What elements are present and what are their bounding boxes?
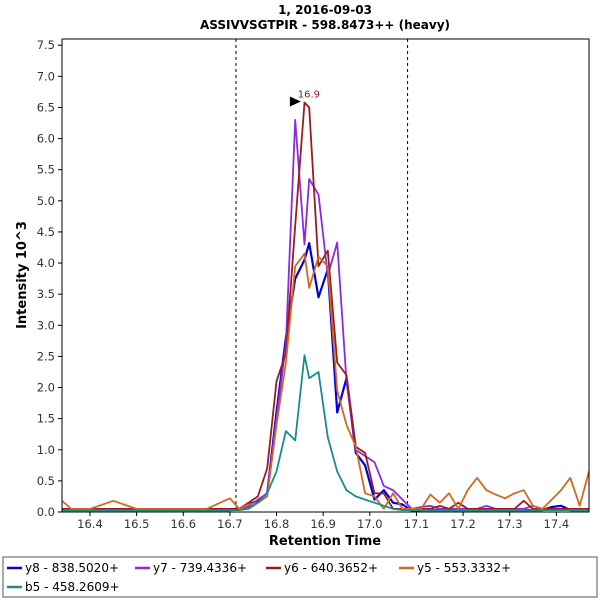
legend-box	[2, 556, 598, 598]
y-tick-label: 7.0	[37, 69, 55, 83]
x-tick-label: 17.0	[357, 517, 383, 531]
series-line-2	[62, 101, 589, 510]
y-axis-label: Intensity 10^3	[15, 221, 30, 329]
x-tick-label: 16.6	[170, 517, 196, 531]
plot-frame	[61, 38, 590, 513]
x-tick-label: 16.8	[264, 517, 290, 531]
y-tick-label: 6.5	[37, 100, 55, 114]
x-tick-label: 16.4	[77, 517, 103, 531]
y-tick-label: 5.0	[37, 194, 55, 208]
peak-annotation: 16.9	[289, 89, 320, 107]
legend-label: y7 - 739.4336+	[153, 561, 247, 575]
y-tick-label: 0.0	[37, 505, 55, 519]
y-tick-label: 3.0	[37, 318, 55, 332]
y-tick-label: 0.5	[37, 474, 55, 488]
y-tick-label: 4.0	[37, 256, 55, 270]
y-tick-label: 6.0	[37, 132, 55, 146]
x-tick-label: 16.9	[310, 517, 336, 531]
x-axis-ticks: 16.4 16.5 16.6 16.7 16.8 16.9 17.0 17.1 17.2 17.3…	[77, 512, 569, 531]
x-axis-label: Retention Time	[269, 534, 381, 549]
y-tick-label: 2.5	[37, 349, 55, 363]
legend-label: y6 - 640.3652+	[284, 561, 378, 575]
legend-label: y5 - 553.3332+	[417, 561, 511, 575]
peak-marker-icon	[289, 96, 301, 107]
chart-subtitle: ASSIVVSGTPIR - 598.8473++ (heavy)	[200, 18, 450, 32]
x-tick-label: 17.1	[404, 517, 430, 531]
y-tick-label: 4.5	[37, 225, 55, 239]
legend: y8 - 838.5020+ y7 - 739.4336+ y6 - 640.365…	[7, 561, 511, 594]
y-tick-label: 5.5	[37, 163, 55, 177]
x-tick-label: 17.4	[544, 517, 570, 531]
chart-title: 1, 2016-09-03	[278, 3, 372, 17]
x-tick-label: 17.2	[450, 517, 476, 531]
y-tick-label: 3.5	[37, 287, 55, 301]
integration-boundaries	[235, 39, 409, 512]
series-line-3	[61, 252, 590, 510]
y-axis-ticks: 0.0 0.5 1.0 1.5 2.0 2.5 3.0 3.5 4.0 4.5 5.0 5.5 6.0 6…	[37, 38, 62, 519]
legend-label: y8 - 838.5020+	[25, 561, 119, 575]
x-tick-label: 16.5	[124, 517, 150, 531]
peak-annotation-label: 16.9	[298, 89, 320, 100]
x-tick-label: 16.7	[217, 517, 243, 531]
y-tick-label: 2.0	[37, 381, 55, 395]
legend-label: b5 - 458.2609+	[25, 580, 120, 594]
y-tick-label: 1.0	[37, 443, 55, 457]
y-tick-label: 7.5	[37, 38, 55, 52]
x-tick-label: 17.3	[497, 517, 523, 531]
y-tick-label: 1.5	[37, 412, 55, 426]
series-line-4	[62, 354, 589, 512]
series-lines	[61, 101, 590, 512]
